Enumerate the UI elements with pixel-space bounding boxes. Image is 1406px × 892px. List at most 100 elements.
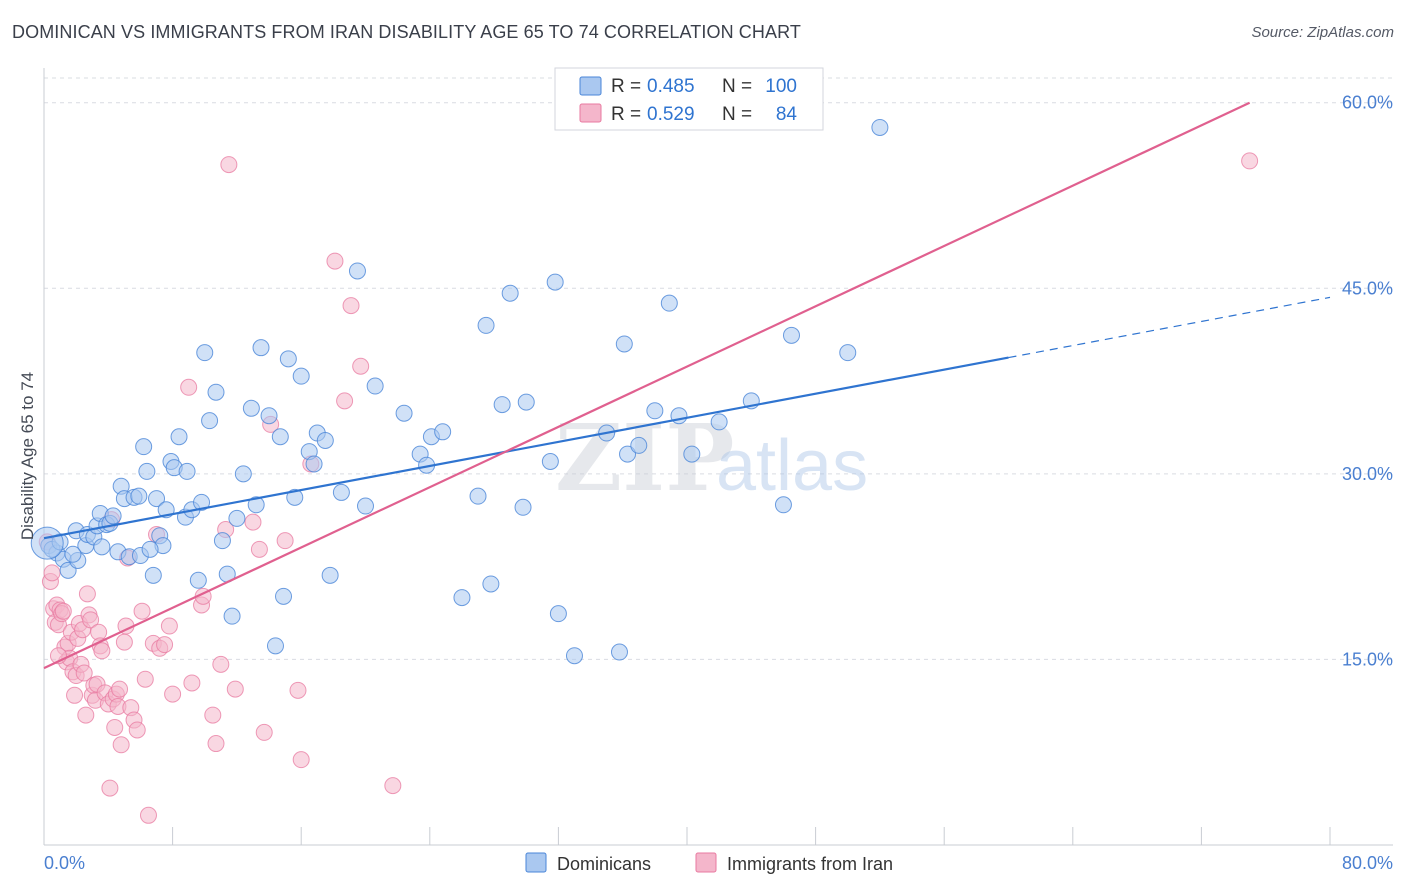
data-point-dominicans [286, 488, 304, 506]
data-point-dominicans [144, 566, 162, 584]
data-point-dominicans [178, 462, 196, 480]
data-point-dominicans [260, 407, 278, 425]
data-point-dominicans [228, 509, 246, 527]
y-tick-label: 15.0% [1342, 649, 1393, 669]
data-point-dominicans [710, 413, 728, 431]
data-point-dominicans [148, 490, 166, 508]
data-point-iran [43, 564, 61, 582]
data-point-dominicans [348, 262, 366, 280]
data-point-iran [276, 532, 294, 550]
data-point-iran [78, 585, 96, 603]
source-label: Source: ZipAtlas.com [1251, 24, 1394, 41]
data-point-iran [336, 392, 354, 410]
data-point-dominicans [546, 273, 564, 291]
data-point-dominicans [138, 462, 156, 480]
data-point-dominicans [316, 431, 334, 449]
bottom-legend-swatch-dominicans [525, 852, 547, 873]
legend-swatch-dominicans [579, 76, 602, 96]
data-point-dominicans [615, 335, 633, 353]
data-point-dominicans [871, 118, 889, 136]
data-point-dominicans [170, 428, 188, 446]
y-tick-label: 30.0% [1342, 464, 1393, 484]
data-point-iran [292, 751, 310, 769]
data-point-iran [384, 777, 402, 795]
data-point-iran [220, 156, 238, 174]
data-point-dominicans [247, 496, 265, 514]
data-point-dominicans [469, 487, 487, 505]
data-point-dominicans [135, 438, 153, 456]
y-axis-label: Disability Age 65 to 74 [18, 372, 37, 540]
legend-r-label-1: R = [611, 76, 641, 97]
chart-title: DOMINICAN VS IMMIGRANTS FROM IRAN DISABI… [12, 22, 801, 42]
data-point-iran [82, 611, 100, 629]
data-point-dominicans [619, 445, 637, 463]
watermark: ZIP atlas [555, 404, 868, 512]
data-point-iran [352, 357, 370, 375]
data-point-iran [112, 736, 130, 754]
data-point-iran [77, 706, 95, 724]
y-tick-label: 60.0% [1342, 93, 1393, 113]
legend-n-value-1: 100 [765, 76, 797, 97]
data-point-dominicans [434, 423, 452, 441]
data-point-iran [164, 685, 182, 703]
trend-lines [43, 101, 1331, 670]
data-point-iran [66, 686, 84, 704]
trendline-dominicans [43, 356, 1009, 540]
legend-r-label-2: R = [611, 104, 641, 125]
data-point-dominicans [234, 465, 252, 483]
data-point-iran [1241, 152, 1259, 170]
data-point-iran [128, 721, 146, 739]
legend-n-label-2: N = [722, 104, 752, 125]
watermark-atlas: atlas [716, 426, 868, 506]
data-point-dominicans [517, 393, 535, 411]
data-point-dominicans [213, 532, 231, 550]
data-point-dominicans [610, 643, 628, 661]
data-point-iran [54, 602, 72, 620]
data-point-dominicans [549, 605, 567, 623]
data-point-dominicans [193, 493, 211, 511]
data-point-iran [156, 636, 174, 654]
data-point-dominicans [252, 339, 270, 357]
data-point-dominicans [501, 284, 519, 302]
data-point-dominicans [275, 587, 293, 605]
data-point-dominicans [292, 367, 310, 385]
data-point-dominicans [482, 575, 500, 593]
data-point-iran [204, 706, 222, 724]
data-point-iran [93, 642, 111, 660]
data-point-dominicans [93, 538, 111, 556]
data-point-dominicans [130, 487, 148, 505]
data-point-iran [250, 540, 268, 558]
data-point-iran [139, 806, 157, 824]
data-point-iran [136, 670, 154, 688]
data-point-dominicans [321, 566, 339, 584]
data-point-dominicans [646, 402, 664, 420]
data-point-dominicans [271, 428, 289, 446]
data-point-iran [207, 735, 225, 753]
data-point-iran [133, 602, 151, 620]
bottom-legend-swatch-iran [695, 852, 717, 873]
tick-labels: 15.0% 30.0% 45.0% 60.0% 0.0% 80.0% [44, 93, 1393, 873]
stats-legend: R = 0.485 N = 100 R = 0.529 N = 84 [554, 67, 824, 131]
series-dominicans-points [30, 118, 889, 665]
bottom-legend-iran: Immigrants from Iran [727, 854, 893, 874]
data-point-dominicans [279, 350, 297, 368]
watermark-zip: ZIP [555, 404, 734, 512]
data-point-dominicans [630, 436, 648, 454]
data-point-dominicans [477, 316, 495, 334]
data-point-iran [180, 378, 198, 396]
data-point-dominicans [774, 496, 792, 514]
data-point-dominicans [357, 497, 374, 515]
data-point-iran [106, 718, 124, 736]
data-point-dominicans [141, 540, 159, 558]
trendline-dominicans-extension [1008, 296, 1331, 359]
data-point-dominicans [242, 399, 260, 417]
data-point-iran [342, 297, 360, 315]
data-point-dominicans [395, 404, 413, 422]
legend-r-value-2: 0.529 [647, 104, 695, 125]
data-point-dominicans [839, 344, 857, 362]
data-point-dominicans [366, 377, 384, 395]
data-point-dominicans [493, 396, 511, 414]
data-point-dominicans [782, 326, 800, 344]
data-point-iran [115, 633, 133, 651]
